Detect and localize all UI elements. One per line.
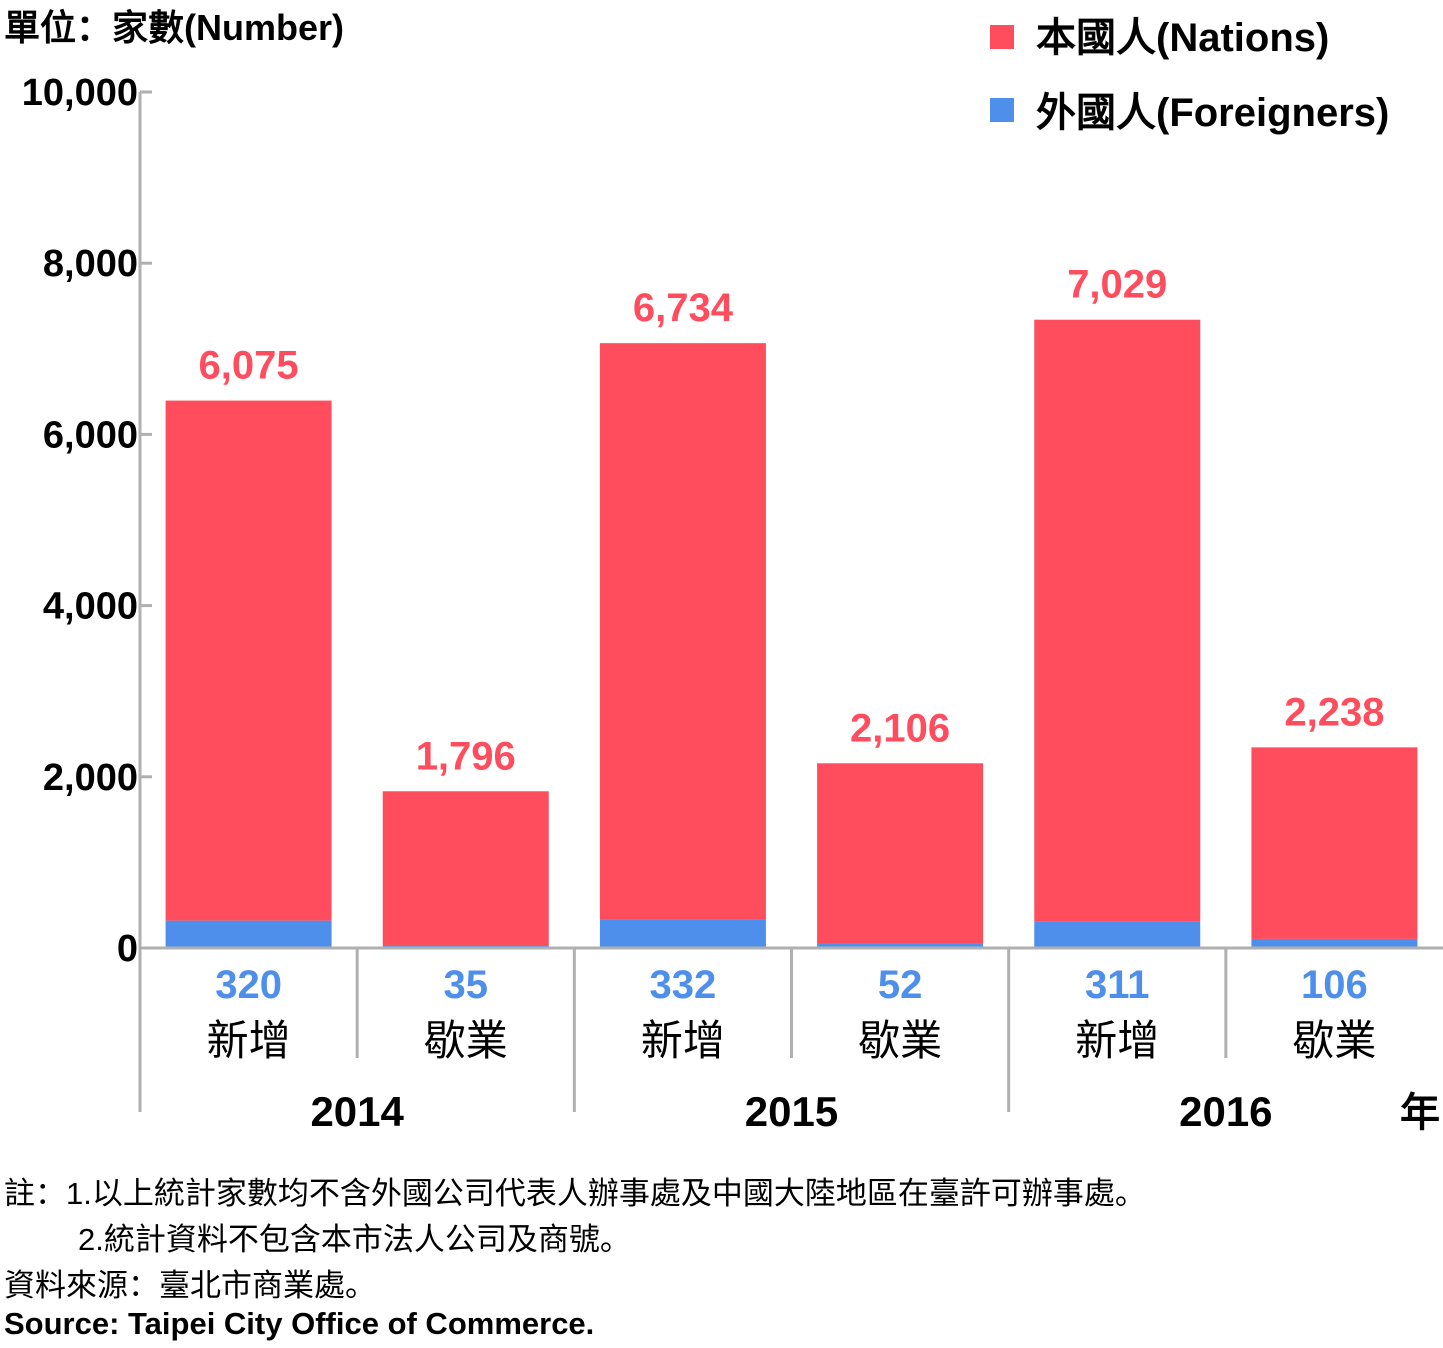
data-label-foreigners: 320 [215,963,282,1007]
data-label-foreigners: 52 [878,963,923,1007]
note-line-2: 2.統計資料不包含本市法人公司及商號。 [78,1222,631,1257]
y-tick-label: 8,000 [43,243,138,285]
x-category-label: 歇業 [424,1017,508,1064]
legend-swatch-nations [990,25,1014,49]
y-tick-label: 6,000 [43,414,138,456]
bars: 6,075 320 1,796 35 6,734 332 2,106 52 7,029 311 2,… [165,263,1418,1007]
year-suffix: 年 [1400,1091,1440,1135]
data-label-foreigners: 311 [1085,963,1150,1007]
x-category-label: 新增 [1075,1017,1159,1064]
data-label-foreigners: 106 [1301,963,1368,1007]
bar-foreigners [1251,938,1418,948]
x-category-label: 歇業 [1292,1017,1376,1064]
note-line-1: 註：1.以上統計家數均不含外國公司代表人辦事處及中國大陸地區在臺許可辦事處。 [4,1176,1146,1211]
y-axis: 0 2,000 4,000 6,000 8,000 10,000 [22,72,152,1112]
stacked-bar-chart: 單位：家數(Number) 本國人(Nations) 外國人(Foreigner… [4,7,1443,1135]
legend: 本國人(Nations) 外國人(Foreigners) [990,16,1389,135]
bar-nations [1034,319,1201,922]
x-group-label: 2016 [1179,1088,1272,1135]
x-category-label: 新增 [641,1017,725,1064]
unit-label: 單位：家數(Number) [4,7,344,48]
x-category-label: 新增 [207,1017,291,1064]
x-group-label: 2014 [310,1088,404,1135]
bar-nations [165,400,332,921]
bar-foreigners [817,943,984,948]
bar-foreigners [165,920,332,948]
bar-nations [599,343,766,920]
bar-foreigners [599,919,766,948]
x-category-label: 歇業 [858,1017,942,1064]
legend-label-foreigners: 外國人(Foreigners) [1036,91,1389,135]
bar-nations [382,791,549,946]
y-tick-label: 4,000 [43,586,138,628]
source-zh: 資料來源：臺北市商業處。 [4,1268,376,1303]
bar-nations [1251,747,1418,939]
y-tick-label: 2,000 [43,757,138,799]
bar-foreigners [1034,921,1201,948]
data-label-nations: 7,029 [1067,263,1167,307]
bar-nations [817,763,984,944]
legend-label-nations: 本國人(Nations) [1036,16,1329,60]
x-axis: 新增 歇業 新增 歇業 新增 歇業 2014 2015 2016 [140,946,1443,1135]
source-en: Source: Taipei City Office of Commerce. [4,1306,595,1341]
data-label-nations: 2,106 [850,706,950,750]
data-label-nations: 1,796 [416,734,516,778]
legend-swatch-foreigners [990,98,1014,122]
x-group-label: 2015 [745,1088,838,1135]
y-tick-label: 0 [117,928,138,970]
data-label-nations: 6,734 [633,286,734,330]
data-label-nations: 6,075 [199,344,299,388]
data-label-foreigners: 35 [444,963,489,1007]
y-tick-label: 10,000 [22,72,138,114]
data-label-nations: 2,238 [1284,690,1384,734]
data-label-foreigners: 332 [650,963,717,1007]
